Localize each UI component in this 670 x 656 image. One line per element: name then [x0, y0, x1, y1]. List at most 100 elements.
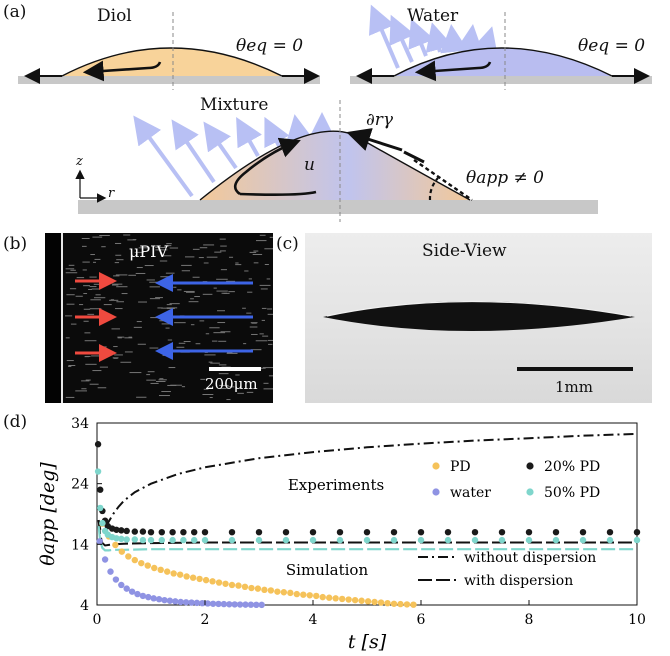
data-point: [242, 601, 249, 608]
data-point: [351, 596, 359, 604]
data-point: [123, 536, 130, 543]
data-point: [169, 536, 176, 544]
piv-overlay: [45, 233, 273, 403]
axis-z-label: z: [76, 154, 83, 169]
data-point: [201, 529, 209, 536]
mixture-title: Mixture: [200, 95, 269, 115]
data-point: [144, 562, 151, 569]
data-point: [248, 584, 255, 592]
data-point: [228, 581, 236, 589]
legend-label: PD: [450, 459, 471, 475]
side-view-scale: 1mm: [555, 378, 593, 396]
data-point: [134, 590, 141, 598]
data-point: [196, 575, 203, 583]
data-point: [606, 536, 614, 544]
side-view-title: Side-View: [422, 241, 507, 261]
data-point: [151, 564, 158, 572]
y-axis-label: θapp [deg]: [37, 462, 59, 566]
panel-c-label: (c): [276, 234, 299, 254]
data-point: [377, 599, 385, 606]
legend-marker: [432, 462, 440, 470]
data-point: [606, 529, 614, 536]
data-point: [579, 536, 587, 544]
data-point: [579, 529, 587, 536]
data-point: [201, 536, 209, 544]
data-point: [498, 529, 506, 536]
y-tick-label: 14: [71, 537, 89, 553]
data-point: [202, 576, 210, 584]
data-point: [255, 536, 263, 544]
data-point: [94, 468, 102, 475]
data-point: [336, 529, 344, 536]
data-point: [118, 548, 126, 555]
y-tick-label: 24: [71, 477, 89, 493]
data-point: [118, 581, 125, 589]
data-point: [410, 601, 417, 608]
legend-label: 20% PD: [544, 459, 600, 475]
data-point: [300, 591, 307, 598]
data-point: [444, 529, 452, 536]
data-point: [193, 599, 201, 607]
data-point: [204, 600, 211, 607]
piv-scale: 200μm: [205, 375, 258, 393]
data-point: [161, 596, 168, 604]
data-point: [390, 536, 398, 544]
data-point: [390, 600, 398, 607]
diol-theta-eq: θeq = 0: [236, 36, 304, 56]
piv-title: μPIV: [129, 242, 169, 261]
data-point: [147, 536, 155, 544]
data-point: [139, 592, 147, 600]
water-title: Water: [407, 6, 459, 26]
data-point: [358, 597, 365, 604]
diol-title: Diol: [97, 6, 132, 26]
data-point: [182, 599, 190, 606]
data-point: [191, 536, 198, 544]
data-point: [319, 593, 326, 601]
x-axis-label: t [s]: [348, 631, 387, 653]
data-point: [306, 592, 313, 599]
data-point: [180, 529, 187, 536]
legend-label: 50% PD: [544, 485, 600, 501]
data-point: [99, 519, 106, 527]
data-point: [417, 529, 425, 536]
x-tick-label: 6: [417, 612, 426, 628]
data-point: [274, 588, 281, 595]
data-point: [128, 588, 136, 595]
data-point: [107, 568, 114, 575]
data-point: [390, 529, 398, 536]
data-point: [254, 585, 262, 592]
data-point: [145, 593, 152, 601]
data-point: [282, 536, 290, 544]
data-point: [176, 571, 184, 578]
data-point: [158, 536, 165, 544]
data-point: [338, 595, 346, 603]
data-point: [384, 599, 391, 607]
data-point: [131, 528, 138, 535]
x-tick-label: 4: [309, 612, 318, 628]
data-point: [183, 573, 190, 580]
data-point: [94, 441, 102, 448]
data-point: [150, 595, 157, 602]
data-point: [633, 529, 641, 536]
data-point: [123, 527, 130, 535]
data-point: [236, 601, 244, 608]
data-point: [444, 536, 452, 544]
data-point: [101, 556, 109, 563]
data-point: [363, 529, 371, 536]
data-point: [209, 600, 217, 607]
data-point: [326, 594, 333, 601]
velocity-label: u: [304, 155, 315, 175]
panel-a-drawing: [18, 4, 652, 222]
data-point: [188, 599, 195, 606]
theta-app-label: θapp ≠ 0: [466, 168, 545, 188]
data-point: [155, 596, 163, 603]
data-point: [231, 601, 238, 608]
legend-marker: [432, 488, 440, 496]
y-tick-label: 34: [71, 416, 89, 432]
data-point: [112, 541, 119, 549]
panel-b-label: (b): [3, 234, 28, 254]
mixture-drop: [75, 100, 598, 222]
chart-annotation: Simulation: [286, 561, 369, 579]
data-point: [169, 529, 176, 536]
